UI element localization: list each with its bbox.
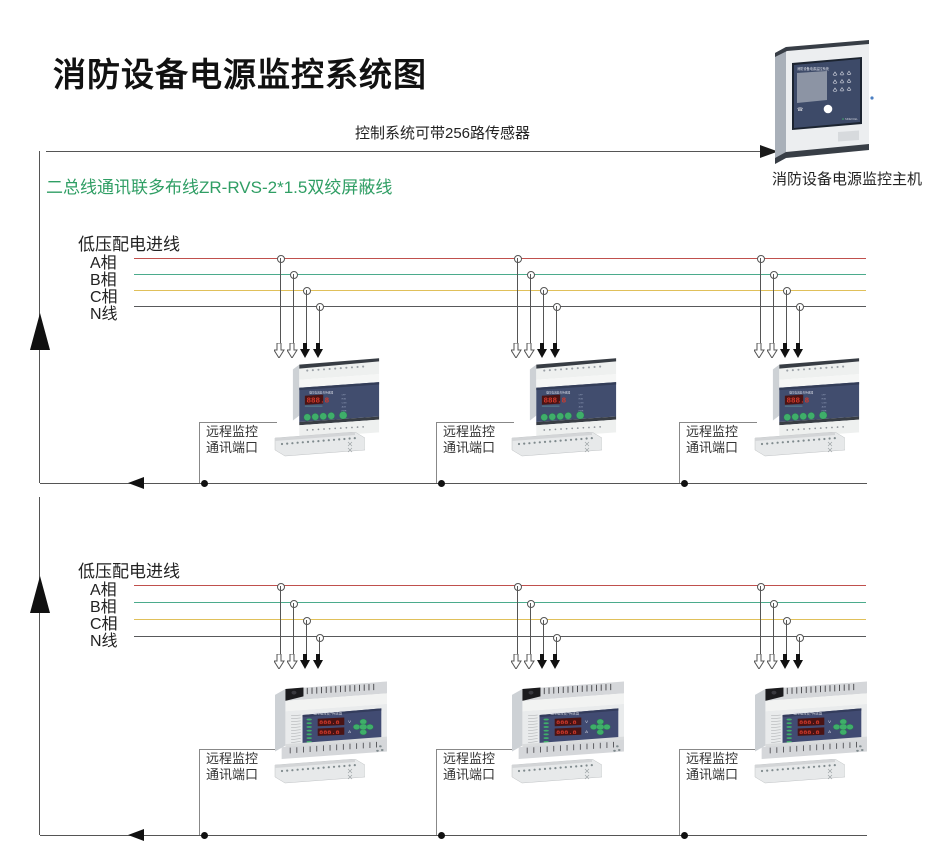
svg-text:消防设备电源监控系统: 消防设备电源监控系统 bbox=[797, 66, 830, 71]
svg-text:☎: ☎ bbox=[797, 107, 803, 113]
svg-text:SINEXCEL: SINEXCEL bbox=[845, 117, 858, 121]
